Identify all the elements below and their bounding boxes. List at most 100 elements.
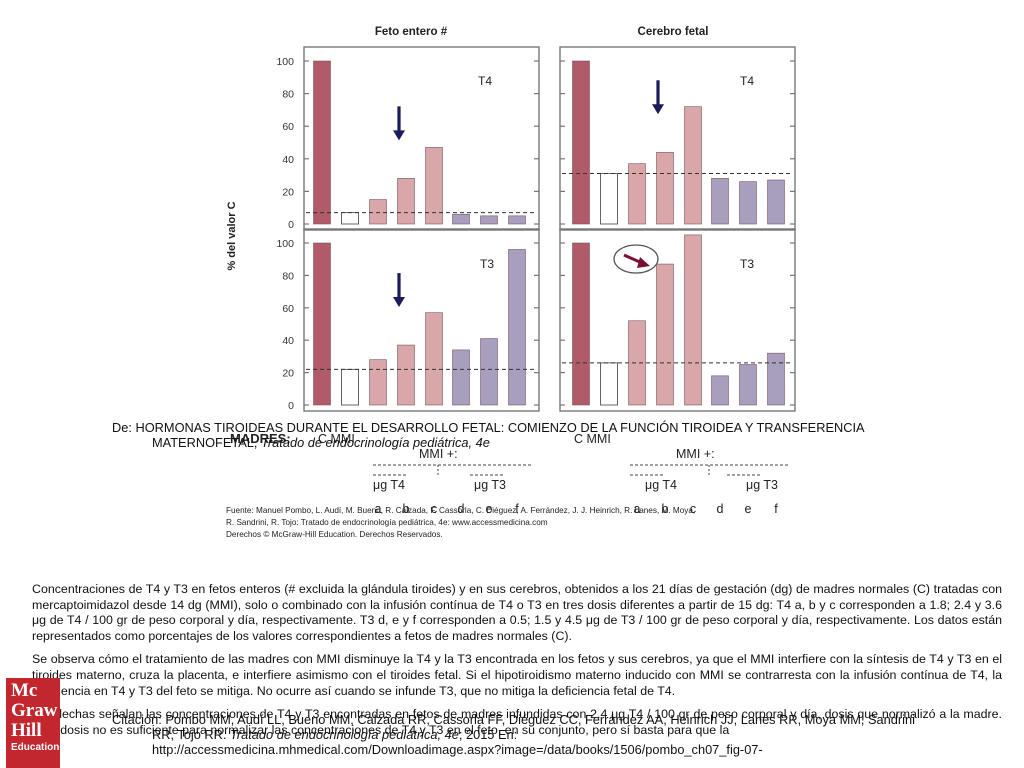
- bar-letter-a: a: [375, 502, 382, 516]
- ug-t4-label-left: μg T4: [373, 478, 405, 492]
- logo-hill: Hill: [11, 720, 42, 741]
- bar-d: [452, 349, 470, 406]
- source-line-3: Derechos © McGraw-Hill Education. Derech…: [226, 530, 443, 539]
- y-axis-label: % del valor C: [226, 201, 238, 270]
- bar-f: [508, 215, 526, 225]
- source-line-2: R. Sandrini, R. Tojo: Tratado de endocri…: [226, 518, 548, 527]
- bar-b: [656, 151, 674, 225]
- down-arrow: [393, 273, 405, 308]
- logo-education: Education: [11, 742, 60, 753]
- bar-letter-f: f: [774, 502, 778, 516]
- caption-paragraph-3: Las flechas señalan las concentraciones …: [32, 707, 1002, 737]
- bar-mmi: [341, 212, 359, 225]
- y-tick-label: 80: [282, 89, 294, 101]
- y-tick-label: 20: [282, 368, 294, 380]
- bar-b: [656, 263, 674, 406]
- bar-c: [572, 242, 590, 406]
- logo-graw: Graw: [11, 700, 58, 721]
- ug-t3-label-right: μg T3: [746, 478, 778, 492]
- y-tick-label: 80: [282, 270, 294, 282]
- y-tick-label: 100: [276, 56, 294, 68]
- bar-b: [397, 344, 415, 406]
- c-mmi-label-left: C MMI: [318, 432, 355, 446]
- panel-frame: [559, 46, 796, 231]
- arrow-circle: [613, 244, 659, 274]
- panel-frame: [303, 228, 540, 412]
- mmi-plus-label-left: MMI +:: [419, 447, 458, 461]
- bar-d: [452, 213, 470, 225]
- bar-letter-c: c: [690, 502, 696, 516]
- source-line-1: Fuente: Manuel Pombo, L. Audí, M. Bueno,…: [226, 506, 695, 515]
- citation-overlay: Citación: Pombo MM, Audí LL, Bueno MM, C…: [112, 712, 1012, 758]
- bar-c: [425, 312, 443, 406]
- de-line-2: MATERNOFETAL, Tratado de endocrinología …: [152, 435, 490, 451]
- column-title-right: Cerebro fetal: [638, 26, 709, 38]
- bar-d: [711, 375, 729, 406]
- bar-f: [767, 352, 785, 406]
- panel-4: T3: [559, 228, 796, 412]
- caption-paragraph-1: Concentraciones de T4 y T3 en fetos ente…: [32, 582, 1002, 643]
- down-arrow: [393, 106, 405, 141]
- bar-e: [480, 338, 498, 406]
- bar-f: [767, 179, 785, 225]
- bar-mmi: [600, 362, 618, 406]
- y-tick-label: 40: [282, 335, 294, 347]
- group-divider-lines: [373, 464, 790, 476]
- bar-letter-b: b: [662, 502, 669, 516]
- bar-letter-d: d: [717, 502, 724, 516]
- bar-c: [684, 106, 702, 225]
- panel-1: 0 20 40 60 80 100 T4: [276, 46, 540, 231]
- bar-d: [711, 178, 729, 225]
- bar-c: [684, 234, 702, 406]
- c-mmi-label-right: C MMI: [574, 432, 611, 446]
- column-title-left: Feto entero #: [375, 26, 448, 38]
- bar-a: [628, 163, 646, 225]
- bar-c: [572, 60, 590, 225]
- citation-line-2: RR, Tojo RR. Tratado de endocrinología p…: [152, 727, 518, 743]
- panel-label: T3: [480, 257, 494, 271]
- panel-2: T4: [559, 46, 796, 231]
- caption-paragraph-2: Se observa cómo el tratamiento de las ma…: [32, 652, 1002, 698]
- bar-mmi: [600, 173, 618, 225]
- bar-c: [425, 147, 443, 225]
- chart-panels: 0 20 40 60 80 100 T4 T4 0 20 40 60 80 100 T3 T3: [276, 46, 796, 412]
- y-tick-label: 0: [288, 400, 294, 412]
- bar-letter-b: b: [403, 502, 410, 516]
- source-overlay: De: HORMONAS TIROIDEAS DURANTE EL DESARR…: [112, 420, 1012, 450]
- bar-letter-e: e: [486, 502, 493, 516]
- bar-letter-d: d: [458, 502, 465, 516]
- figure-caption: Concentraciones de T4 y T3 en fetos ente…: [32, 582, 1002, 738]
- panel-label: T4: [478, 74, 492, 88]
- bar-letter-a: a: [634, 502, 641, 516]
- y-tick-label: 20: [282, 186, 294, 198]
- arrow-head: [652, 104, 664, 115]
- bar-letter-f: f: [515, 502, 519, 516]
- arrow-head: [637, 257, 650, 268]
- y-tick-label: 100: [276, 238, 294, 250]
- ug-t3-label-left: μg T3: [474, 478, 506, 492]
- madres-label: MADRES:: [230, 431, 291, 446]
- panel-label: T3: [740, 257, 754, 271]
- bar-e: [739, 364, 757, 406]
- bar-a: [369, 199, 387, 225]
- panel-label: T4: [740, 74, 754, 88]
- bar-e: [739, 181, 757, 225]
- figure: 0 20 40 60 80 100 T4 T4 0 20 40 60 80 100 T3 T3 Feto en…: [226, 26, 796, 539]
- bar-e: [480, 215, 498, 225]
- y-tick-label: 0: [288, 219, 294, 231]
- bar-b: [397, 178, 415, 225]
- arrow-head: [393, 297, 405, 308]
- mmi-plus-label-right: MMI +:: [676, 447, 715, 461]
- panel-frame: [303, 46, 540, 231]
- circled-arrow: [613, 244, 659, 274]
- bar-a: [369, 359, 387, 406]
- bar-f: [508, 249, 526, 406]
- y-tick-label: 60: [282, 303, 294, 315]
- arrow-head: [393, 130, 405, 141]
- mcgraw-hill-education-logo: Mc Graw Hill Education: [6, 678, 60, 768]
- y-tick-label: 40: [282, 154, 294, 166]
- panel-frame: [559, 228, 796, 412]
- bar-c: [313, 242, 331, 406]
- down-arrow: [652, 80, 664, 115]
